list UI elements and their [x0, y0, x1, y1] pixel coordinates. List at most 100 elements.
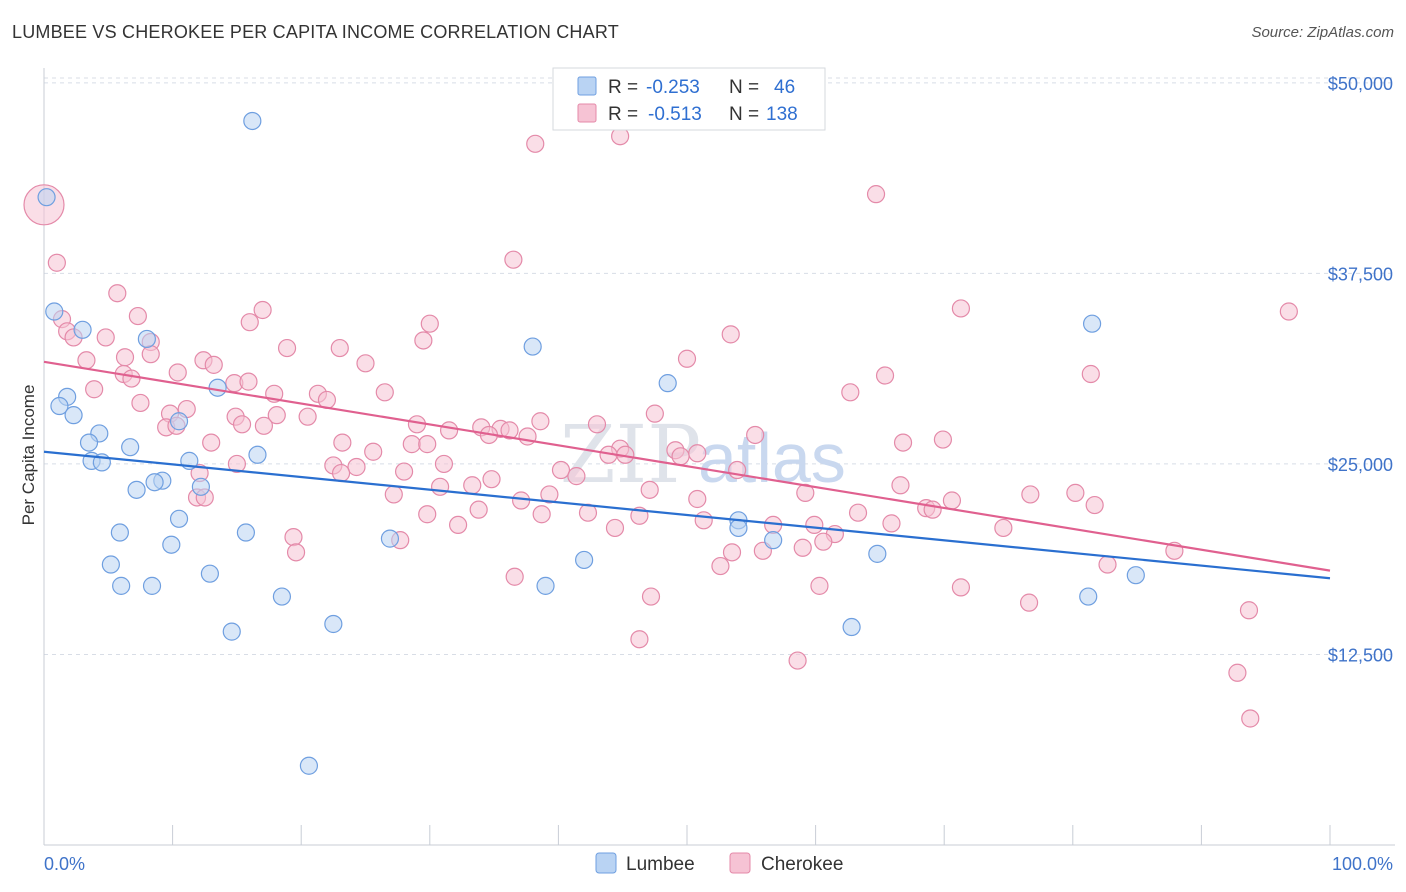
lumbee-legend-swatch: [577, 76, 597, 96]
cherokee-point: [1081, 364, 1100, 384]
lumbee-point: [127, 480, 146, 499]
source-label: Source: ZipAtlas.com: [1251, 24, 1394, 41]
cherokee-point: [239, 372, 258, 391]
lumbee-point: [112, 576, 131, 595]
cherokee-point: [227, 454, 246, 474]
cherokee-point: [128, 306, 147, 326]
lumbee-trendline: [43, 450, 1331, 580]
cherokee-point: [1241, 709, 1260, 728]
cherokee-point: [688, 489, 707, 509]
lumbee-point: [145, 473, 164, 492]
cherokee-point: [402, 435, 421, 454]
cherokee-point: [333, 433, 352, 452]
lumbee-point: [73, 320, 92, 339]
lumbee-point: [299, 756, 319, 775]
cherokee-point: [47, 253, 66, 272]
lumbee-point: [110, 523, 129, 542]
lumbee-r-value: -0.253: [646, 77, 700, 98]
cherokee-point: [841, 383, 860, 402]
cherokee-point: [788, 651, 807, 670]
cherokee-point: [645, 404, 664, 423]
cherokee-point: [512, 491, 531, 510]
cherokee-point: [434, 454, 454, 474]
chart-title: LUMBEE VS CHEROKEE PER CAPITA INCOME COR…: [12, 22, 619, 42]
lumbee-point: [200, 564, 219, 583]
cherokee-point: [694, 511, 713, 530]
cherokee-point: [500, 421, 519, 440]
cherokee-point: [232, 415, 252, 434]
lumbee-bottom-swatch: [595, 852, 617, 874]
y-tick-label: $25,000: [1328, 455, 1393, 475]
cherokee-point: [641, 587, 661, 606]
lumbee-point: [575, 550, 594, 570]
cherokee-point: [115, 348, 135, 367]
lumbee-n-value: 46: [774, 77, 795, 98]
cherokee-point: [504, 250, 523, 269]
lumbee-series: [37, 111, 1145, 775]
lumbee-point: [191, 477, 210, 496]
cherokee-point: [688, 444, 707, 463]
cherokee-point: [994, 518, 1013, 538]
lumbee-point: [523, 337, 542, 356]
lumbee-point: [1126, 566, 1145, 585]
cherokee-r-value: -0.513: [648, 104, 702, 125]
cherokee-point: [866, 185, 886, 204]
lumbee-point: [324, 614, 343, 634]
cherokee-point: [722, 543, 742, 562]
cherokee-point: [951, 578, 971, 597]
cherokee-point: [254, 416, 274, 435]
lumbee-point: [243, 111, 262, 131]
cherokee-point: [131, 393, 150, 413]
lumbee-point: [868, 544, 887, 563]
cherokee-point: [942, 491, 962, 510]
cherokee-point: [805, 515, 824, 535]
cherokee-point: [277, 338, 297, 358]
lumbee-point: [121, 438, 140, 457]
lumbee-point: [842, 617, 861, 637]
cherokee-point: [793, 538, 812, 557]
cherokee-n-value: 138: [766, 104, 798, 125]
lumbee-point: [169, 509, 189, 528]
cherokee-legend-label: Cherokee: [761, 854, 843, 875]
cherokee-point: [448, 515, 468, 535]
lumbee-point: [79, 433, 99, 452]
cherokee-point: [531, 412, 550, 431]
lumbee-point: [536, 576, 555, 595]
cherokee-n-label: N =: [729, 104, 759, 125]
cherokee-point: [439, 421, 459, 440]
cherokee-point: [330, 338, 349, 358]
cherokee-point: [141, 345, 160, 364]
cherokee-point: [587, 415, 607, 434]
lumbee-legend-label: Lumbee: [626, 854, 695, 875]
cherokee-point: [77, 351, 96, 370]
cherokee-point: [347, 457, 366, 477]
cherokee-point: [875, 366, 895, 385]
cherokee-point: [284, 527, 303, 547]
cherokee-point: [891, 476, 910, 495]
cherokee-point: [85, 380, 104, 399]
cherokee-point: [605, 518, 625, 538]
cherokee-point: [814, 532, 833, 551]
lumbee-point: [101, 555, 120, 574]
lumbee-point: [162, 535, 181, 554]
lumbee-point: [248, 445, 267, 464]
lumbee-point: [1082, 314, 1102, 333]
cherokee-point: [540, 485, 559, 504]
lumbee-point: [1079, 587, 1098, 606]
y-tick-label: $50,000: [1328, 74, 1393, 94]
cherokee-point: [551, 460, 571, 480]
cherokee-point: [505, 567, 524, 586]
y-axis-label: Per Capita Income: [19, 385, 38, 526]
cherokee-point: [893, 433, 913, 452]
cherokee-point: [202, 433, 221, 452]
cherokee-point: [463, 476, 482, 495]
lumbee-point: [208, 378, 227, 397]
cherokee-point: [430, 477, 450, 496]
y-tick-label: $12,500: [1328, 645, 1393, 665]
cherokee-point: [810, 576, 829, 595]
lumbee-point: [222, 622, 241, 641]
cherokee-legend-swatch: [577, 103, 597, 123]
cherokee-point: [122, 369, 141, 388]
correlation-legend: R = -0.253 N = 46 R = -0.513 N = 138: [552, 67, 826, 131]
lumbee-point: [64, 406, 83, 425]
